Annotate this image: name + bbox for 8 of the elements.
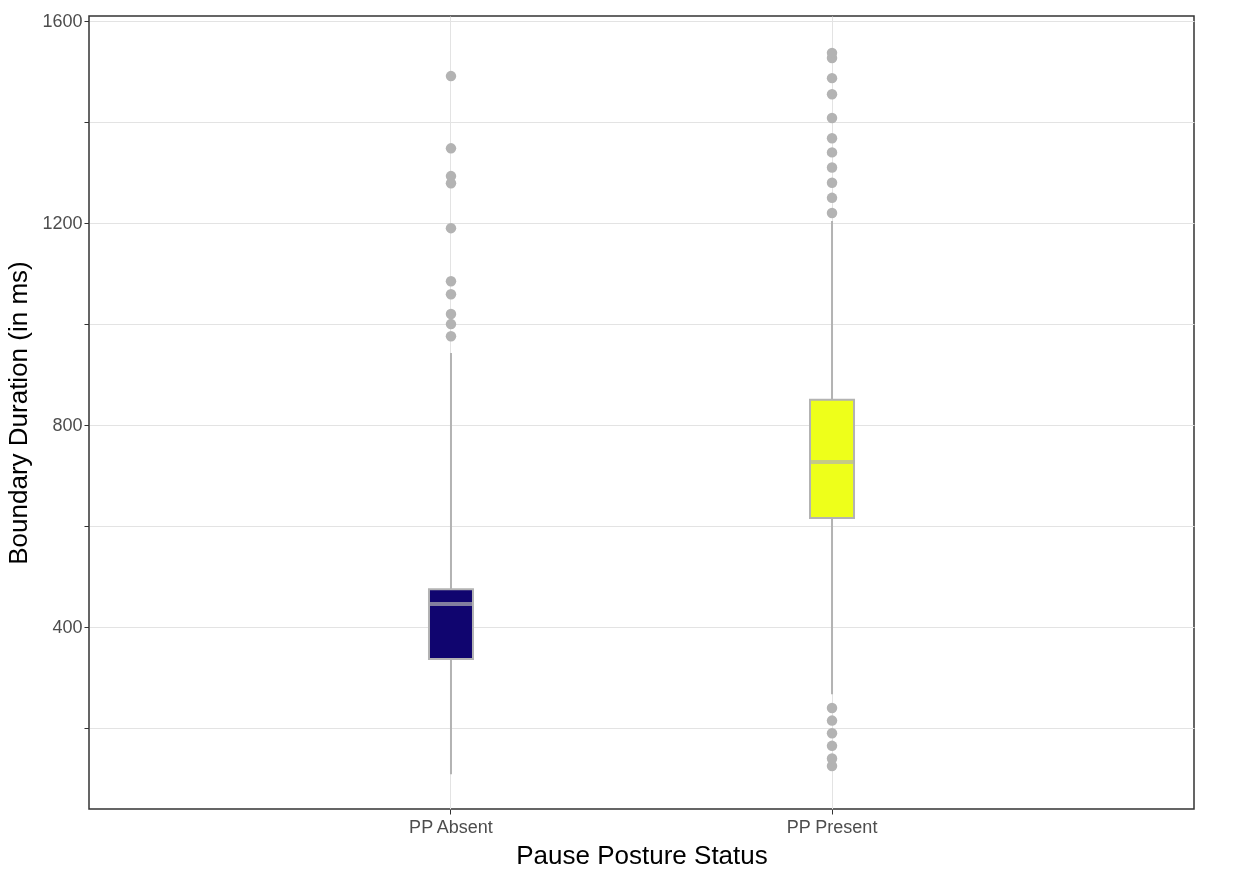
- y-tick-label: 400: [52, 616, 83, 637]
- x-tick-label: PP Absent: [409, 816, 493, 837]
- y-tick-label: 800: [52, 414, 83, 435]
- y-tick-label: 1200: [42, 212, 83, 233]
- y-tick-label: 1600: [42, 10, 83, 31]
- x-axis-title: Pause Posture Status: [516, 839, 768, 870]
- y-axis-title: Boundary Duration (in ms): [3, 261, 34, 565]
- x-tick-label: PP Present: [786, 816, 878, 837]
